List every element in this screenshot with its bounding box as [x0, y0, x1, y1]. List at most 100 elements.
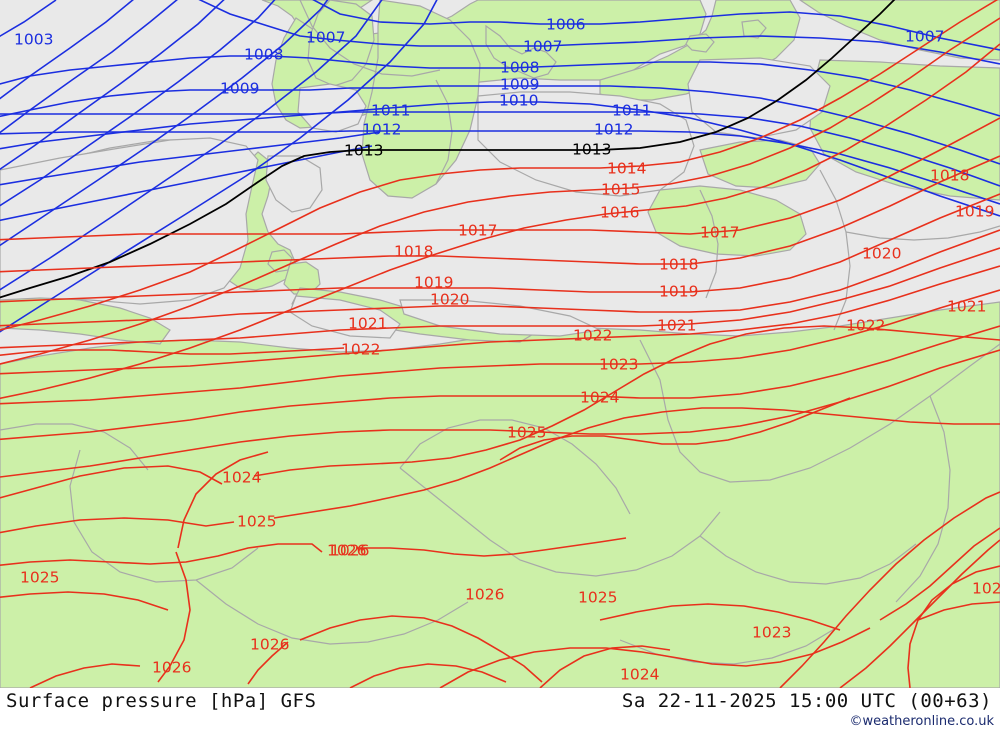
isobar-1023	[0, 289, 1000, 405]
pressure-contour-map[interactable]: 1003 1006 1007 1007 1007 1008 1008 1009 1009 1010…	[0, 0, 1000, 688]
contour-label: 1020	[430, 291, 469, 309]
isobar-1006-main	[312, 0, 1000, 51]
isobar-1012-main	[0, 130, 1000, 205]
contour-label: 1025	[237, 513, 276, 531]
isobars-low-layer	[0, 0, 1000, 333]
contour-label: 1008	[244, 46, 283, 64]
border-pl-east	[895, 395, 951, 603]
border-nl-be	[0, 423, 149, 471]
isobar-1016	[0, 43, 1000, 400]
landmass-scotland	[485, 24, 557, 79]
contour-label: 1022	[573, 327, 612, 345]
contour-label: 1014	[607, 160, 646, 178]
isobar-1023-low	[599, 603, 841, 631]
isobar-1026-c	[157, 551, 191, 683]
contour-label: 1023	[599, 356, 638, 374]
border-misc-3	[699, 189, 719, 299]
contour-label: 1009	[220, 80, 259, 98]
isobar-1014	[0, 0, 999, 331]
isobar-bottom-2	[349, 663, 507, 688]
contour-label: 1022	[846, 317, 885, 335]
contour-label: 1003	[14, 31, 53, 49]
map-footer: Surface pressure [hPa] GFS Sa 22-11-2025…	[0, 688, 1000, 733]
contour-label: 1007	[905, 28, 944, 46]
border-se-no	[299, 0, 441, 77]
contour-label: 1018	[659, 256, 698, 274]
sea-kattegat	[265, 155, 323, 213]
isobar-bottom-1	[539, 645, 671, 688]
isobar-1023-r	[879, 527, 1000, 621]
sea-north-sea-main	[0, 137, 259, 305]
border-misc-2	[845, 225, 1000, 241]
isobar-1015	[0, 17, 1000, 365]
border-de-at	[195, 579, 469, 645]
contour-label: 1026	[330, 542, 369, 560]
contour-label: 1017	[700, 224, 739, 242]
contour-label: 1008	[500, 59, 539, 77]
isobar-1022b	[0, 347, 345, 356]
contour-label: 1019	[955, 203, 994, 221]
isobar-1024	[0, 325, 1000, 441]
border-uk-int	[435, 79, 453, 185]
landmass-island-b	[741, 19, 767, 39]
footer-title: Surface pressure [hPa] GFS	[6, 690, 317, 712]
isobar-1026-d	[177, 451, 269, 549]
contour-label: 1013	[344, 142, 383, 160]
contour-label: 1021	[947, 298, 986, 316]
contour-label: 1021	[657, 317, 696, 335]
isobar-1001	[0, 0, 178, 134]
contour-label: 1018	[394, 243, 433, 261]
border-sk-hu	[699, 535, 917, 585]
isobar-1004	[0, 0, 329, 247]
isobar-1003	[0, 0, 57, 38]
contour-label: 1025	[578, 589, 617, 607]
isobar-1026-loop	[299, 615, 543, 683]
isobar-1025-sw	[0, 517, 235, 534]
contour-label: 1015	[601, 181, 640, 199]
sea-channel-lower	[399, 299, 603, 337]
isobar-1007-main	[198, 0, 1000, 65]
isobar-1024-r	[839, 539, 1000, 688]
sea-inlets-layer	[0, 57, 831, 339]
isobars-high-layer	[0, 0, 1000, 688]
isobar-1012b	[0, 145, 373, 222]
contour-label: 1021	[348, 315, 387, 333]
isobar-1019	[0, 193, 1000, 303]
contour-label: 1016	[600, 204, 639, 222]
footer-datetime: Sa 22-11-2025 15:00 UTC (00+63)	[621, 690, 992, 712]
contour-label: 1019	[414, 274, 453, 292]
isobar-1018	[0, 155, 1000, 273]
isobar-1008-main	[0, 55, 1000, 117]
contour-label: 1019	[659, 283, 698, 301]
contour-label: 1007	[306, 29, 345, 47]
contour-label: 1024	[580, 389, 619, 407]
landmass-england	[361, 0, 481, 199]
contour-label: 1013	[572, 141, 611, 159]
contour-label: 1009	[500, 76, 539, 94]
contour-label: 1025	[507, 424, 546, 442]
contour-label: 1025	[20, 569, 59, 587]
isobar-1000	[0, 0, 134, 100]
sea-german-bight	[289, 295, 401, 339]
isobar-1026-right2	[917, 601, 1000, 621]
isobar-1025	[0, 349, 1000, 478]
country-borders-layer	[0, 0, 1000, 665]
contour-label: 1026	[250, 636, 289, 654]
contour-label: 1026	[152, 659, 191, 677]
contour-label: 1026	[972, 580, 1000, 598]
isobar-1025-curve	[499, 397, 851, 461]
contour-label: 1011	[371, 102, 410, 120]
border-de-cz	[399, 467, 721, 577]
sea-irish	[297, 83, 367, 133]
isobar-1017	[0, 117, 1000, 241]
isobar-1021	[0, 247, 1000, 349]
contour-label: 1026	[465, 586, 504, 604]
contour-label: 1026	[327, 542, 366, 560]
isobar-1005	[0, 0, 383, 291]
contour-label: 1024	[222, 469, 261, 487]
contour-label: 1024	[620, 666, 659, 684]
isobar-1011b	[0, 131, 381, 186]
